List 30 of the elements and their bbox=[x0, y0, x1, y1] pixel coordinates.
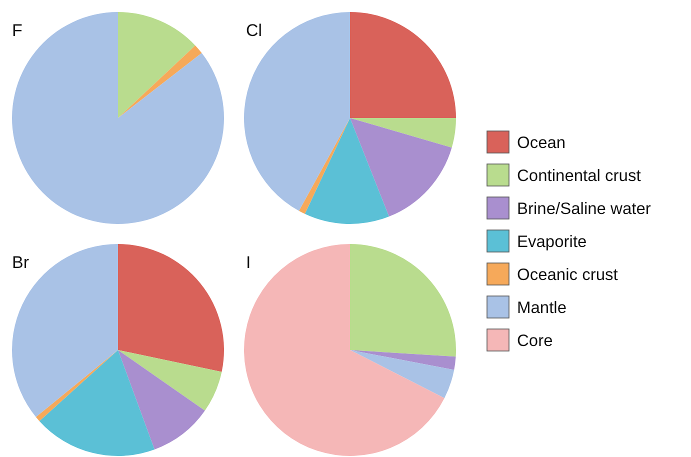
pie-slice bbox=[304, 118, 390, 224]
text: Br bbox=[12, 253, 30, 272]
pie-slice bbox=[118, 45, 202, 118]
pie-slice bbox=[36, 350, 118, 422]
legend-label: Ocean bbox=[517, 134, 566, 152]
legend-label: Evaporite bbox=[517, 233, 587, 251]
pie-slice bbox=[350, 244, 456, 357]
legend-label: Core bbox=[517, 332, 553, 350]
pie-slice bbox=[118, 350, 205, 450]
legend-label: Brine/Saline water bbox=[517, 200, 652, 218]
pie-slice bbox=[350, 350, 454, 398]
pie-slice bbox=[12, 244, 118, 418]
pie-slice bbox=[12, 12, 224, 224]
legend-label: Mantle bbox=[517, 299, 567, 317]
pie-slice bbox=[298, 118, 350, 214]
legend-label: Oceanic crust bbox=[517, 266, 618, 284]
text: Cl bbox=[246, 21, 262, 40]
pie-slice bbox=[350, 118, 456, 148]
pie-slice bbox=[244, 12, 350, 211]
pie-slice bbox=[350, 118, 452, 217]
legend-label: Continental crust bbox=[517, 167, 642, 185]
pie-slice bbox=[244, 244, 444, 456]
text: I bbox=[246, 253, 251, 272]
pie-slice bbox=[118, 244, 224, 372]
pie-slice bbox=[39, 350, 155, 456]
pie-slice bbox=[118, 12, 196, 118]
text: F bbox=[12, 21, 22, 40]
pie-slice bbox=[350, 12, 456, 118]
pie-slice bbox=[350, 350, 456, 370]
pie-slice bbox=[118, 350, 222, 411]
